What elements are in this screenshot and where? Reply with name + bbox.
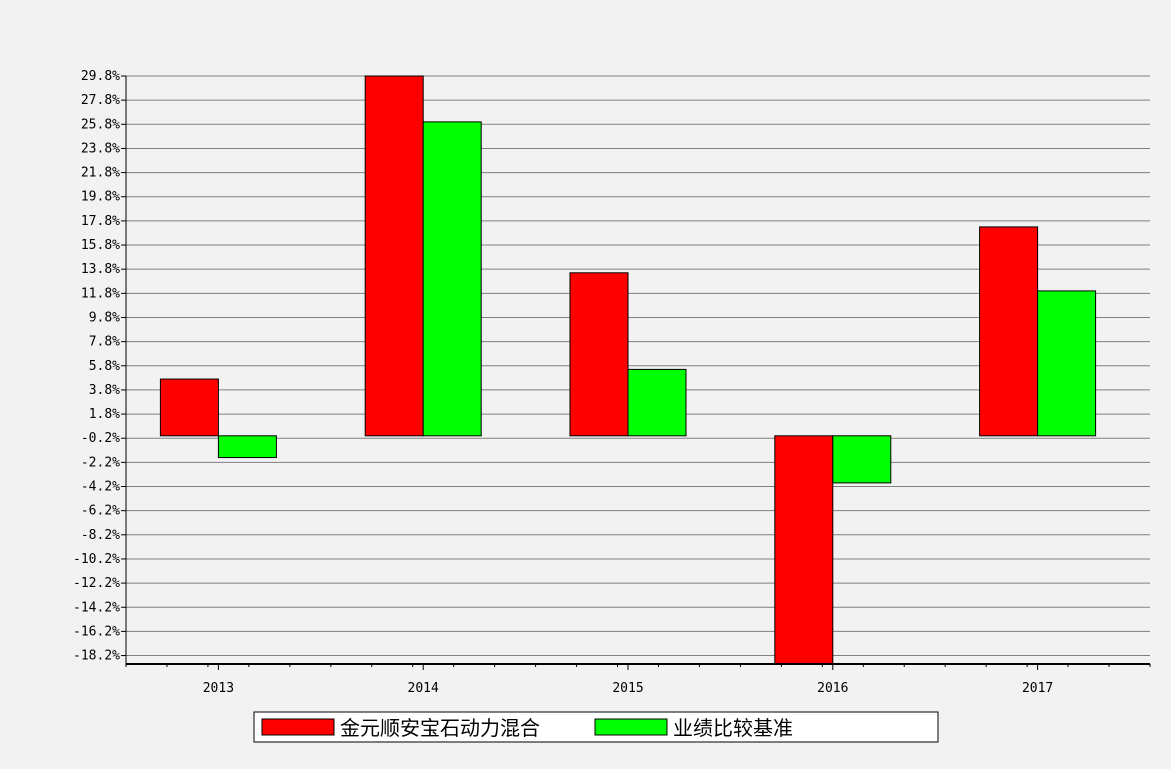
y-tick-label: 15.8% xyxy=(81,238,120,253)
bars xyxy=(159,75,1097,665)
x-tick-label: 2015 xyxy=(612,681,643,696)
x-tick-label: 2013 xyxy=(203,681,234,696)
y-tick-label: 19.8% xyxy=(81,190,120,205)
y-tick-label: -14.2% xyxy=(73,600,120,615)
bar-2014-series-2 xyxy=(422,121,482,437)
y-tick-label: -10.2% xyxy=(73,552,120,567)
y-tick-label: 13.8% xyxy=(81,262,120,277)
y-tick-label: 29.8% xyxy=(81,69,120,84)
legend-swatch-series-1 xyxy=(261,718,335,736)
legend: 金元顺安宝石动力混合 业绩比较基准 xyxy=(253,711,939,743)
x-tick-label: 2014 xyxy=(408,681,439,696)
y-tick-label: 17.8% xyxy=(81,214,120,229)
y-tick-label: 1.8% xyxy=(89,407,120,422)
bar-2013-series-2 xyxy=(217,435,277,459)
y-tick-label: -4.2% xyxy=(81,480,120,495)
y-tick-label: 7.8% xyxy=(89,335,120,350)
bar-2013-series-1 xyxy=(159,378,219,437)
legend-label-series-1: 金元顺安宝石动力混合 xyxy=(340,716,540,740)
y-tick-label: -8.2% xyxy=(81,528,120,543)
y-tick-label: -6.2% xyxy=(81,504,120,519)
bar-2016-series-1 xyxy=(774,435,834,665)
x-tick-label: 2016 xyxy=(817,681,848,696)
y-tick-label: 25.8% xyxy=(81,117,120,132)
axes xyxy=(121,75,1151,670)
y-tick-label: 9.8% xyxy=(89,310,120,325)
y-tick-label: 3.8% xyxy=(89,383,120,398)
legend-label-series-2: 业绩比较基准 xyxy=(673,716,793,740)
x-tick-labels: 2013 2014 2015 2016 2017 xyxy=(203,681,1054,696)
y-tick-label: -16.2% xyxy=(73,624,120,639)
y-tick-label: -0.2% xyxy=(81,431,120,446)
y-tick-label: -18.2% xyxy=(73,649,120,664)
y-tick-label: -2.2% xyxy=(81,455,120,470)
legend-swatch-series-2 xyxy=(594,718,668,736)
y-tick-label: 21.8% xyxy=(81,166,120,181)
y-tick-label: 11.8% xyxy=(81,286,120,301)
bar-2014-series-1 xyxy=(364,75,424,437)
y-tick-label: 27.8% xyxy=(81,93,120,108)
y-tick-label: 23.8% xyxy=(81,141,120,156)
bar-2015-series-1 xyxy=(569,272,629,437)
y-tick-label: -12.2% xyxy=(73,576,120,591)
bar-2016-series-2 xyxy=(832,435,892,484)
x-tick-label: 2017 xyxy=(1022,681,1053,696)
y-tick-labels: 29.8% 27.8% 25.8% 23.8% 21.8% 19.8% 17.8% 15.8%… xyxy=(73,69,120,664)
bar-2017-series-1 xyxy=(979,226,1039,437)
bar-2015-series-2 xyxy=(627,368,687,437)
y-tick-label: 5.8% xyxy=(89,359,120,374)
bar-2017-series-2 xyxy=(1037,290,1097,437)
